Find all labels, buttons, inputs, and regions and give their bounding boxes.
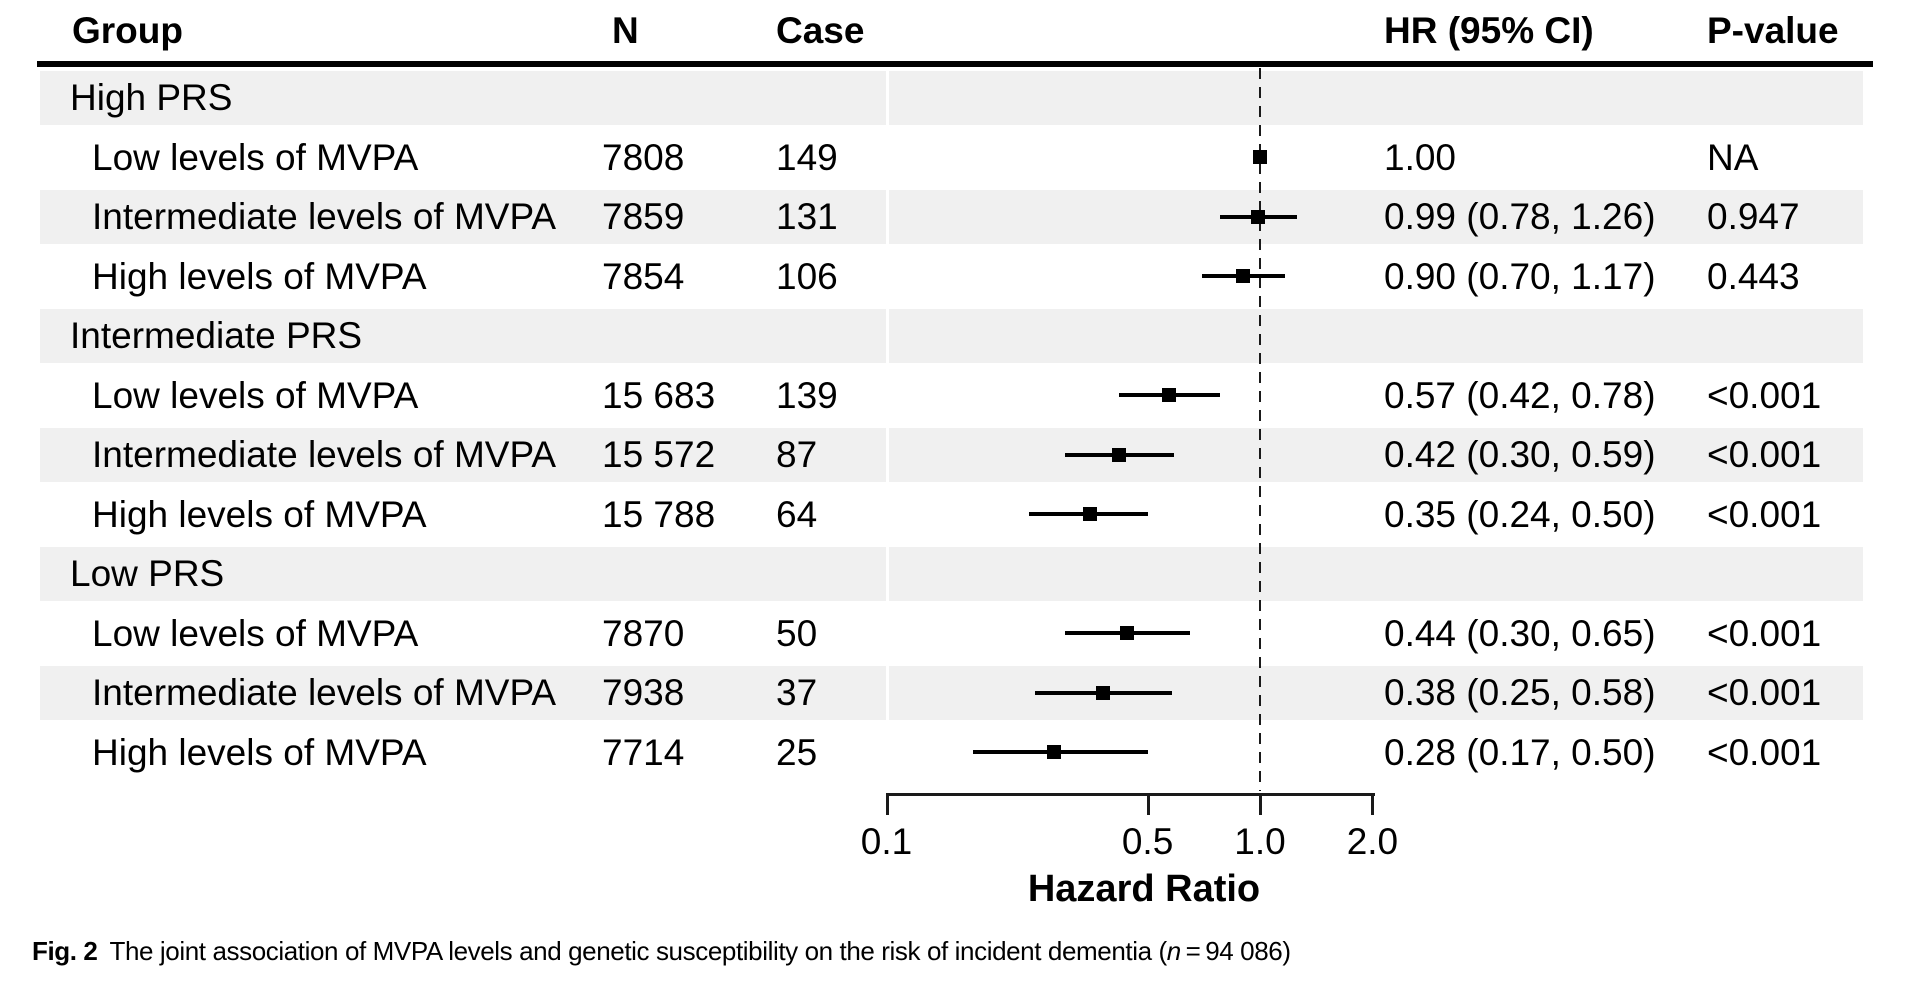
case-value: 131 <box>776 196 838 237</box>
group-label: Low PRS <box>70 553 225 594</box>
row-label: Low levels of MVPA <box>92 136 419 178</box>
row-label: Intermediate levels of MVPA <box>92 672 557 713</box>
point-estimate-marker <box>1096 685 1111 700</box>
table-row: Intermediate levels of MVPA 7859 131 0.99 (… <box>0 187 1908 247</box>
row-stripe <box>40 666 1863 720</box>
row-label: High levels of MVPA <box>92 493 427 535</box>
row-label: Low levels of MVPA <box>92 612 419 654</box>
p-value: <0.001 <box>1707 374 1822 416</box>
reference-line <box>1259 68 1261 791</box>
hr-ci-value: 0.44 (0.30, 0.65) <box>1384 612 1656 654</box>
row-label: Intermediate levels of MVPA <box>92 434 557 475</box>
n-value: 7859 <box>602 196 685 237</box>
table-row: High levels of MVPA 7854 106 0.90 (0.70, 1.… <box>0 247 1908 307</box>
table-row: Low levels of MVPA 7870 50 0.44 (0.30, 0.65… <box>0 604 1908 664</box>
p-value: 0.443 <box>1707 255 1800 297</box>
x-axis-tick-label: 2.0 <box>1346 821 1399 862</box>
x-axis-title: Hazard Ratio <box>1027 868 1261 910</box>
hr-ci-value: 0.35 (0.24, 0.50) <box>1384 493 1656 535</box>
figure-caption-body: The joint association of MVPA levels and… <box>109 936 1168 966</box>
x-axis-tick <box>1146 793 1150 815</box>
column-header-group: Group <box>72 10 183 51</box>
row-stripe <box>40 71 1863 125</box>
n-value: 7808 <box>602 136 685 178</box>
header-rule <box>37 61 1873 67</box>
x-axis-tick-label: 0.1 <box>860 821 913 862</box>
hr-ci-value: 0.42 (0.30, 0.59) <box>1384 434 1656 475</box>
p-value: 0.947 <box>1707 196 1800 237</box>
case-value: 25 <box>776 731 818 773</box>
group-label: High PRS <box>70 77 233 118</box>
x-axis-tick-label: 0.5 <box>1121 821 1174 862</box>
point-estimate-marker <box>1235 269 1250 284</box>
p-value: <0.001 <box>1707 731 1822 773</box>
n-value: 7870 <box>602 612 685 654</box>
case-value: 139 <box>776 374 838 416</box>
n-value: 15 788 <box>602 493 716 535</box>
hr-ci-value: 0.38 (0.25, 0.58) <box>1384 672 1656 713</box>
x-axis-tick <box>885 793 889 815</box>
n-value: 15 683 <box>602 374 716 416</box>
figure-caption: Fig. 2 The joint association of MVPA leve… <box>32 934 1882 968</box>
table-row: Intermediate levels of MVPA 7938 37 0.38 (0… <box>0 663 1908 723</box>
figure-caption-n-symbol: n <box>1166 936 1181 966</box>
n-value: 7714 <box>602 731 685 773</box>
point-estimate-marker <box>1253 150 1267 165</box>
group-row: High PRS <box>0 68 1908 128</box>
n-value: 7854 <box>602 255 685 297</box>
case-value: 37 <box>776 672 818 713</box>
p-value: <0.001 <box>1707 672 1822 713</box>
table-row: High levels of MVPA 7714 25 0.28 (0.17, 0.5… <box>0 723 1908 783</box>
p-value: <0.001 <box>1707 612 1822 654</box>
case-value: 149 <box>776 136 838 178</box>
column-header-hr-ci: HR (95% CI) <box>1384 10 1594 51</box>
p-value: NA <box>1707 136 1759 178</box>
row-label: High levels of MVPA <box>92 731 427 773</box>
x-axis-tick-label: 1.0 <box>1234 821 1286 862</box>
hr-ci-value: 0.57 (0.42, 0.78) <box>1384 374 1656 416</box>
row-stripe <box>40 309 1863 363</box>
figure-caption-label: Fig. 2 <box>32 936 98 966</box>
x-axis-tick <box>1259 793 1262 815</box>
group-row: Low PRS <box>0 544 1908 604</box>
row-label: Intermediate levels of MVPA <box>92 196 557 237</box>
row-stripe <box>40 190 1863 244</box>
case-value: 106 <box>776 255 838 297</box>
table-row: High levels of MVPA 15 788 64 0.35 (0.24, 0… <box>0 485 1908 545</box>
panel-seam <box>886 68 889 782</box>
point-estimate-marker <box>1046 745 1061 760</box>
x-axis-line <box>886 793 1376 796</box>
case-value: 87 <box>776 434 818 475</box>
hr-ci-value: 0.28 (0.17, 0.50) <box>1384 731 1656 773</box>
point-estimate-marker <box>1112 447 1127 462</box>
table-row: Low levels of MVPA 7808 149 1.00 NA <box>0 128 1908 188</box>
case-value: 50 <box>776 612 818 654</box>
table-row: Low levels of MVPA 15 683 139 0.57 (0.42, 0… <box>0 366 1908 426</box>
group-row: Intermediate PRS <box>0 306 1908 366</box>
row-stripe <box>40 428 1863 482</box>
n-value: 15 572 <box>602 434 716 475</box>
case-value: 64 <box>776 493 818 535</box>
row-label: High levels of MVPA <box>92 255 427 297</box>
column-header-p-value: P-value <box>1707 10 1839 51</box>
n-value: 7938 <box>602 672 685 713</box>
table-row: Intermediate levels of MVPA 15 572 87 0.42 … <box>0 425 1908 485</box>
hr-ci-value: 1.00 <box>1384 136 1457 178</box>
x-axis-tick <box>1371 793 1375 815</box>
row-label: Low levels of MVPA <box>92 374 419 416</box>
row-stripe <box>40 547 1863 601</box>
p-value: <0.001 <box>1707 493 1822 535</box>
hr-ci-value: 0.99 (0.78, 1.26) <box>1384 196 1656 237</box>
point-estimate-marker <box>1119 626 1134 641</box>
column-header-case: Case <box>776 10 865 51</box>
point-estimate-marker <box>1082 507 1097 522</box>
group-label: Intermediate PRS <box>70 315 363 356</box>
column-header-n: N <box>612 10 639 51</box>
p-value: <0.001 <box>1707 434 1822 475</box>
hr-ci-value: 0.90 (0.70, 1.17) <box>1384 255 1656 297</box>
point-estimate-marker <box>1161 388 1176 403</box>
figure-caption-tail: = 94 086) <box>1180 936 1291 966</box>
point-estimate-marker <box>1251 209 1266 224</box>
